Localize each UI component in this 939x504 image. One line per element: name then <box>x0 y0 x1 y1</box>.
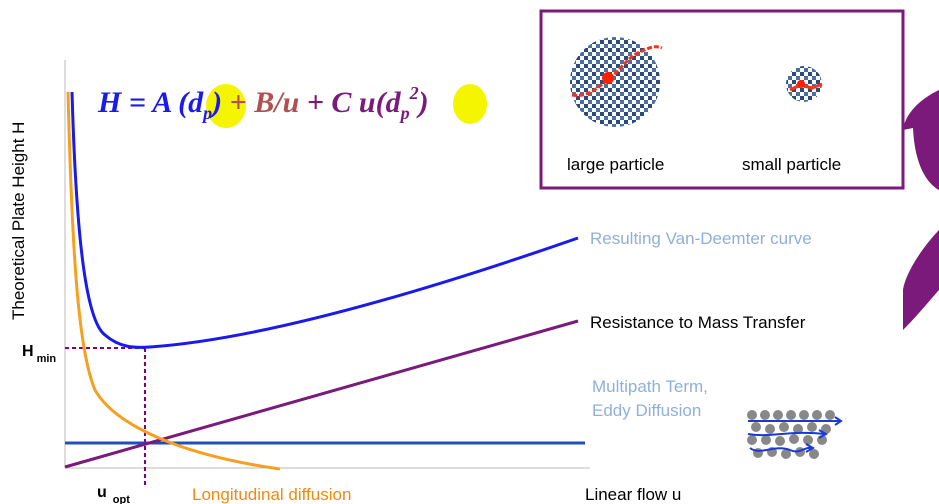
highlight <box>453 84 487 124</box>
van-deemter-curve <box>70 91 579 349</box>
eq-c-close: ) <box>416 86 429 119</box>
inset-label: large particle <box>567 155 664 174</box>
y-axis-label: Theoretical Plate Height H <box>9 122 28 320</box>
arrow <box>903 230 939 330</box>
arrow <box>903 90 939 190</box>
eq-sub: p <box>201 103 212 123</box>
curve-label: Longitudinal diffusion <box>192 485 351 504</box>
eq-h: H = A <box>97 86 178 119</box>
symbol: u <box>97 484 107 501</box>
subscript: opt <box>113 494 130 504</box>
highlight <box>206 84 246 128</box>
eq-a: (d <box>178 86 204 119</box>
analyte <box>797 80 805 88</box>
eq-d: d <box>386 86 402 119</box>
symbol: H <box>22 343 34 360</box>
inset-label: small particle <box>742 155 841 174</box>
eq-c: C u( <box>331 86 387 119</box>
mass-transfer-line <box>64 319 579 469</box>
equation: H = A (dp) + B/u + C u(dp2) <box>97 83 429 123</box>
u-opt-label: u opt <box>97 484 130 504</box>
large-particle <box>570 37 660 127</box>
curve-label: Eddy Diffusion <box>592 401 701 420</box>
longitudinal-curve <box>66 91 281 471</box>
diffusion-path <box>789 82 823 92</box>
eq-plus: + <box>222 86 254 119</box>
packed-bed <box>747 410 835 459</box>
eq-sup: 2 <box>409 83 419 103</box>
eq-a-close: ) <box>209 86 222 119</box>
flow-arrows <box>747 416 843 453</box>
curve-label: Resistance to Mass Transfer <box>590 313 806 332</box>
eq-plus: + <box>299 86 331 119</box>
x-axis-label: Linear flow u <box>585 485 681 504</box>
curve-label: Resulting Van-Deemter curve <box>590 229 812 248</box>
diffusion-path <box>571 45 663 97</box>
subscript: min <box>37 353 57 365</box>
eq-b: B/u <box>253 86 299 119</box>
analyte <box>602 72 614 84</box>
eq-sub: p <box>399 103 410 123</box>
curve-label: Multipath Term, <box>592 377 708 396</box>
